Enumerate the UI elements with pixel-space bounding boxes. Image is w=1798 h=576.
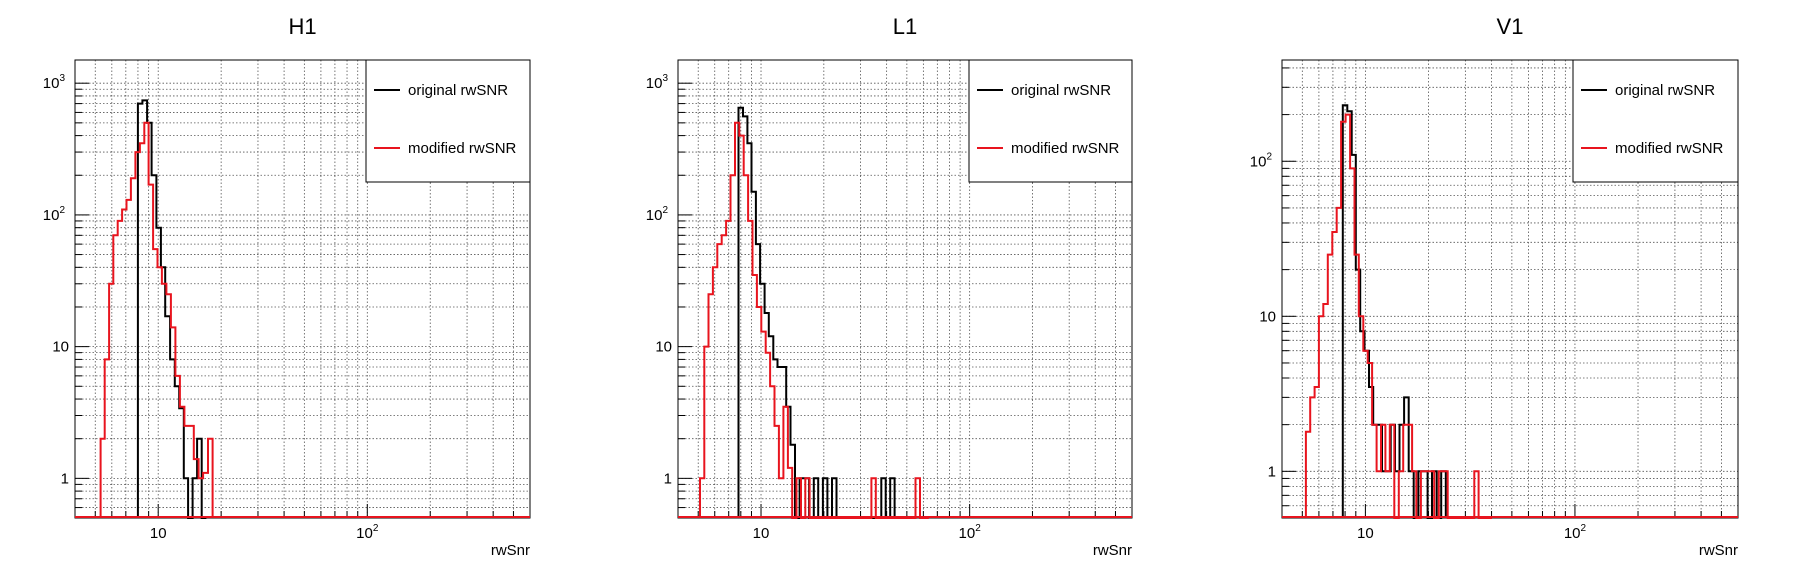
panel-title: L1 [893, 14, 917, 39]
x-axis-label: rwSnr [1699, 542, 1738, 559]
legend-label-original: original rwSNR [1615, 82, 1715, 99]
y-tick-label: 102 [646, 205, 669, 224]
histogram-series-original [737, 106, 904, 519]
legend-label-modified: modified rwSNR [408, 140, 517, 157]
y-tick-label: 102 [43, 205, 66, 224]
chart-panel-v1: 10 102 1 10 102 original rwSNR modified rwSNR V… [1250, 14, 1739, 559]
x-tick-label: 102 [1564, 523, 1587, 542]
x-tick-label: 102 [356, 523, 379, 542]
legend-box [968, 59, 1133, 183]
y-tick-label: 10 [1259, 308, 1276, 325]
legend-label-modified: modified rwSNR [1011, 140, 1120, 157]
y-tick-label: 10 [655, 339, 672, 356]
chart-panel-l1: 10 102 1 10 102 103 original rwSNR modified rwS… [646, 14, 1133, 559]
histogram-series-modified [99, 121, 214, 518]
x-tick-label: 10 [150, 525, 167, 542]
y-tick-label: 1 [1268, 463, 1276, 480]
chart-panel-h1: 10 102 1 10 102 103 original rwSNR modified rwS… [43, 14, 531, 559]
legend-box [1572, 59, 1739, 183]
y-tick-label: 102 [1250, 151, 1273, 170]
x-tick-label: 102 [959, 523, 982, 542]
panel-title: H1 [288, 14, 316, 39]
legend-label-original: original rwSNR [1011, 82, 1111, 99]
panel-title: V1 [1497, 14, 1524, 39]
x-axis-label: rwSnr [1093, 542, 1132, 559]
legend-label-modified: modified rwSNR [1615, 140, 1724, 157]
y-tick-label: 1 [61, 470, 69, 487]
x-tick-label: 10 [1357, 525, 1374, 542]
x-tick-label: 10 [753, 525, 770, 542]
y-tick-label: 1 [664, 470, 672, 487]
y-tick-label: 10 [52, 339, 69, 356]
histogram-series-modified [1304, 113, 1492, 519]
legend-box [365, 59, 531, 183]
y-tick-label: 103 [43, 73, 66, 92]
x-axis-label: rwSnr [491, 542, 530, 559]
y-tick-label: 103 [646, 73, 669, 92]
histogram-series-modified [699, 121, 929, 519]
legend-label-original: original rwSNR [408, 82, 508, 99]
